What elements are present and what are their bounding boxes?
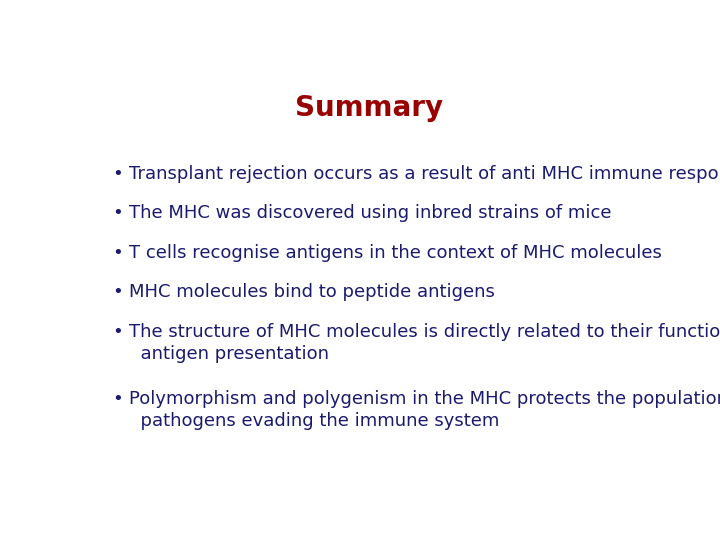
Text: •: • <box>112 204 123 222</box>
Text: •: • <box>112 165 123 183</box>
Text: The MHC was discovered using inbred strains of mice: The MHC was discovered using inbred stra… <box>129 204 611 222</box>
Text: The structure of MHC molecules is directly related to their function in
  antige: The structure of MHC molecules is direct… <box>129 322 720 363</box>
Text: Summary: Summary <box>295 94 443 122</box>
Text: •: • <box>112 283 123 301</box>
Text: Transplant rejection occurs as a result of anti MHC immune responses: Transplant rejection occurs as a result … <box>129 165 720 183</box>
Text: Polymorphism and polygenism in the MHC protects the population from
  pathogens : Polymorphism and polygenism in the MHC p… <box>129 390 720 430</box>
Text: MHC molecules bind to peptide antigens: MHC molecules bind to peptide antigens <box>129 283 495 301</box>
Text: •: • <box>112 244 123 261</box>
Text: •: • <box>112 390 123 408</box>
Text: •: • <box>112 322 123 341</box>
Text: T cells recognise antigens in the context of MHC molecules: T cells recognise antigens in the contex… <box>129 244 662 261</box>
